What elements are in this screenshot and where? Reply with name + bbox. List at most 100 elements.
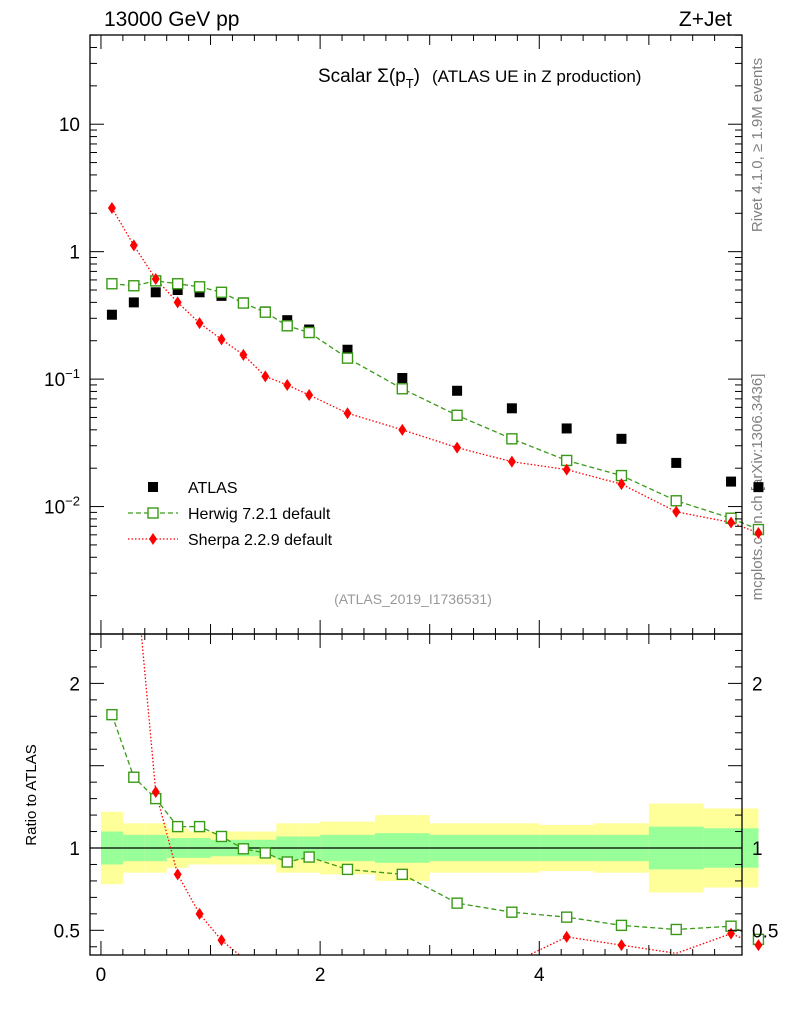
main-1-square-open-8: [281, 320, 293, 332]
ratio-ytick-label-right-1: 1: [752, 839, 763, 860]
main-2-diamond-filled-17: [727, 516, 736, 529]
main-2-diamond-filled-5: [217, 333, 226, 346]
main-series-markers: [106, 202, 765, 540]
ratio-1-square-open-0: [106, 708, 118, 721]
main-ytick-label-0: 10: [59, 115, 80, 136]
main-0-square-filled-3: [172, 285, 183, 296]
main-1-square-open-9: [303, 326, 315, 339]
main-1-square-open-6: [237, 297, 250, 309]
ratio-1-square-open-16: [670, 923, 682, 936]
main-2-diamond-filled-1: [129, 239, 138, 252]
ratio-2-diamond-filled-5: [217, 934, 226, 947]
xtick-label-1: 2: [315, 965, 326, 986]
ratio-axis-label: Ratio to ATLAS: [23, 744, 40, 845]
ratio-1-square-open-14: [560, 911, 573, 923]
main-2-diamond-filled-0: [107, 202, 116, 215]
main-0-square-filled-15: [616, 433, 627, 444]
main-0-square-filled-14: [561, 423, 572, 434]
main-2-diamond-filled-4: [195, 317, 204, 330]
main-1-square-open-10: [341, 352, 354, 364]
rivet-version-label: Rivet 4.1.0, ≥ 1.9M events: [749, 58, 766, 232]
chart-title-main: Scalar Σ(pT): [318, 66, 420, 91]
main-2-diamond-filled-8: [283, 378, 292, 391]
main-ytick-label-1: 1: [69, 243, 80, 264]
legend-label-0: ATLAS: [188, 480, 238, 497]
ratio-2-diamond-filled-4: [195, 907, 204, 920]
chart-title-rest: (ATLAS UE in Z production): [432, 67, 641, 86]
ratio-1-square-open-7: [259, 847, 272, 859]
ratio-ytick-label-right-0: 0.5: [752, 921, 778, 942]
ratio-ytick-label-left-2: 2: [69, 674, 80, 695]
legend-square-open-1: [147, 507, 159, 519]
main-0-square-filled-17: [726, 476, 737, 487]
main-1-square-open-1: [128, 280, 140, 292]
ratio-frame: [89, 633, 743, 956]
main-0-square-filled-18: [753, 482, 764, 493]
ratio-1-square-open-3: [171, 820, 184, 833]
ratio-1-square-open-5: [215, 830, 228, 843]
ratio-2-diamond-filled-14: [562, 930, 571, 943]
main-ytick-label-2: 10−1: [44, 366, 80, 391]
legend: ATLAS Herwig 7.2.1 default Sherpa 2.2.9 de…: [128, 480, 333, 549]
ratio-ytick-label-right-2: 2: [752, 674, 763, 695]
main-2-diamond-filled-15: [617, 478, 626, 491]
ratio-2-diamond-filled-3: [173, 868, 182, 881]
main-0-square-filled-11: [397, 373, 408, 384]
ratio-ytick-label-left-1: 1: [69, 839, 80, 860]
main-1-square-open-13: [506, 433, 518, 445]
main-0-square-filled-13: [506, 403, 517, 414]
main-1-square-open-5: [215, 286, 228, 298]
main-2-diamond-filled-9: [305, 389, 314, 402]
main-2-diamond-filled-6: [239, 348, 248, 361]
ratio-2-diamond-filled-18: [754, 939, 763, 952]
main-2-diamond-filled-11: [398, 423, 407, 436]
xtick-label-0: 0: [96, 965, 107, 986]
ratio-2-diamond-filled-15: [617, 939, 626, 952]
ratio-series-markers: [106, 708, 765, 952]
ratio-1-square-open-13: [506, 906, 518, 918]
axis-ticks: 10 1 10−1 10−2 0.5 0.5 1 1 2 2 0 2 4: [44, 34, 778, 986]
main-ytick-label-3: 10−2: [44, 494, 80, 519]
ratio-2-diamond-filled-2: [151, 786, 160, 799]
legend-label-1: Herwig 7.2.1 default: [188, 506, 331, 523]
ratio-1-square-open-4: [193, 820, 206, 833]
main-0-square-filled-0: [106, 309, 117, 320]
main-0-square-filled-1: [128, 297, 139, 308]
ratio-1-square-open-12: [451, 897, 463, 909]
collision-energy-label: 13000 GeV pp: [104, 8, 239, 31]
legend-diamond-filled-2: [149, 533, 157, 545]
ratio-1-square-open-1: [128, 771, 140, 783]
ratio-1-square-open-11: [396, 868, 409, 881]
main-0-square-filled-12: [452, 385, 463, 396]
main-1-square-open-7: [259, 306, 272, 318]
analysis-id-label: (ATLAS_2019_I1736531): [334, 591, 492, 607]
main-2-diamond-filled-2: [151, 273, 160, 286]
main-2-diamond-filled-10: [343, 407, 352, 420]
main-2-diamond-filled-7: [261, 370, 270, 383]
main-0-square-filled-2: [150, 287, 161, 298]
main-1-square-open-0: [106, 278, 118, 290]
main-1-square-open-4: [193, 281, 206, 293]
main-0-square-filled-10: [342, 344, 353, 355]
ratio-1-square-open-8: [281, 856, 293, 868]
ratio-1-square-open-15: [615, 919, 628, 932]
ratio-ytick-label-left-0: 0.5: [54, 921, 80, 942]
ratio-1-square-open-9: [303, 851, 315, 863]
xtick-label-2: 4: [534, 965, 545, 986]
main-2-diamond-filled-18: [754, 527, 763, 540]
main-2-diamond-filled-12: [453, 441, 462, 454]
plot-frames: [89, 34, 743, 956]
main-1-square-open-11: [396, 383, 409, 395]
main-1-square-open-16: [670, 495, 682, 507]
main-2-diamond-filled-13: [507, 455, 516, 468]
main-2-diamond-filled-3: [173, 296, 182, 309]
main-1-square-open-12: [451, 409, 463, 422]
legend-label-2: Sherpa 2.2.9 default: [188, 532, 333, 549]
ratio-1-square-open-10: [341, 863, 354, 876]
main-0-square-filled-16: [671, 457, 682, 468]
main-1-square-open-3: [171, 278, 184, 290]
main-2-diamond-filled-14: [562, 463, 571, 476]
legend-square-filled-0: [148, 482, 158, 492]
process-label: Z+Jet: [679, 8, 732, 31]
